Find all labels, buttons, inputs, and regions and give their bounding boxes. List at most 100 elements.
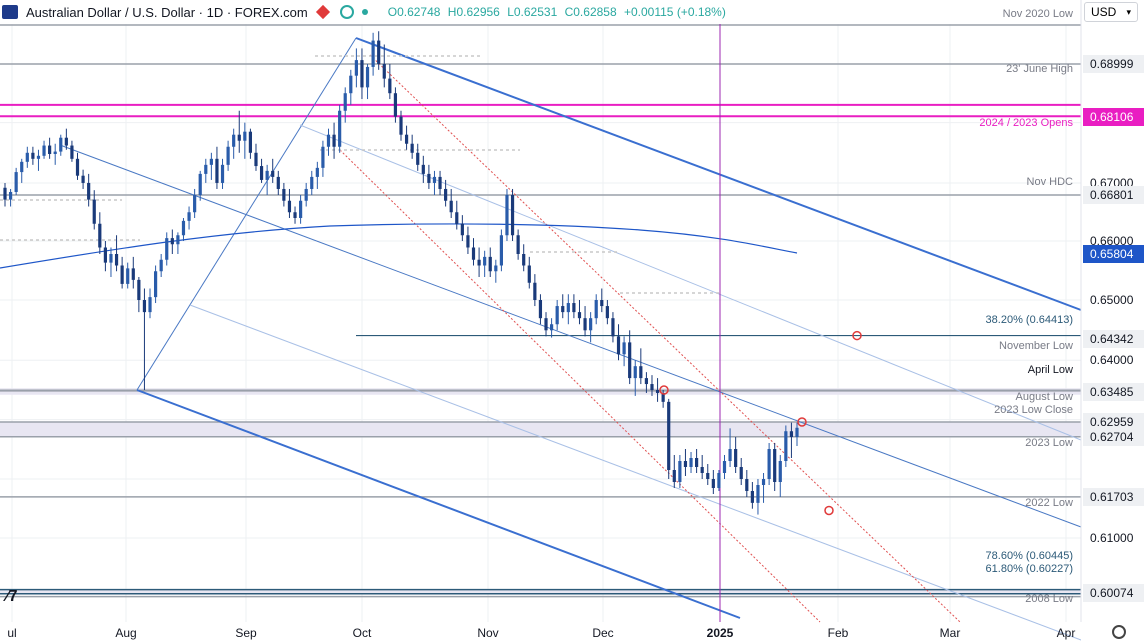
level-label: November Low: [999, 340, 1073, 352]
candle-body: [538, 300, 543, 319]
candle-body: [628, 342, 632, 379]
price-badge-label: 0.64342: [1090, 332, 1134, 346]
price-badge: [1083, 330, 1144, 348]
candle-body: [81, 175, 85, 183]
candle-body: [343, 93, 347, 111]
candle-body: [87, 182, 91, 200]
price-axis: [1081, 0, 1144, 642]
candle-body: [784, 431, 788, 461]
channel-line: [59, 144, 1082, 528]
candle-body: [198, 173, 202, 195]
candle-body: [488, 256, 492, 272]
candle-body: [287, 200, 292, 213]
price-badge: [1083, 55, 1144, 73]
candle-body: [583, 318, 587, 331]
candle-body: [410, 143, 414, 153]
candle-body: [276, 176, 280, 189]
level-label: August Low: [1016, 391, 1074, 403]
y-tick-label: 0.64000: [1090, 353, 1134, 367]
candle-body: [549, 324, 554, 331]
candle-body: [187, 212, 191, 221]
price-badge-label: 0.63485: [1090, 385, 1134, 399]
x-tick-label: Feb: [828, 626, 849, 640]
candle-body: [750, 491, 754, 503]
candle-body: [561, 306, 565, 313]
ohlc-readout: O0.62748 H0.62956 L0.62531 C0.62858 +0.0…: [388, 5, 730, 19]
candle-body: [338, 110, 342, 147]
x-tick-label: Dec: [592, 626, 613, 640]
candle-body: [650, 384, 654, 390]
level-label: 78.60% (0.60445): [986, 550, 1073, 562]
signal-marker: [852, 330, 862, 341]
candle-body: [533, 282, 537, 300]
candle-body: [259, 166, 264, 180]
candle-body: [326, 134, 331, 147]
candle-body: [237, 134, 241, 141]
candle-body: [137, 279, 141, 300]
level-label: 2023 Low Close: [994, 404, 1073, 416]
candle-body: [310, 176, 314, 189]
candle-body: [25, 152, 29, 162]
y-tick-label: 0.61000: [1090, 531, 1134, 545]
candle-body: [59, 137, 63, 152]
candle-body: [566, 303, 570, 313]
gear-icon[interactable]: [1112, 625, 1126, 639]
candle-body: [633, 366, 637, 379]
candle-body: [689, 458, 693, 467]
level-label: Nov 2020 Low: [1003, 8, 1073, 20]
x-tick-label: 2025: [707, 626, 734, 640]
price-badge-label: 0.62704: [1090, 430, 1134, 444]
candle-body: [695, 458, 699, 467]
price-badge-label: 0.60074: [1090, 586, 1134, 600]
price-badge-label: 0.68999: [1090, 57, 1134, 71]
candle-body: [3, 187, 7, 200]
candle-body: [427, 173, 431, 183]
candle-body: [31, 152, 35, 159]
candle-body: [181, 220, 186, 236]
candle-body: [616, 336, 621, 355]
candle-body: [126, 268, 130, 284]
candle-body: [594, 300, 598, 319]
price-badge-label: 0.61703: [1090, 490, 1134, 504]
dotted-trendline: [369, 54, 961, 623]
candle-body: [600, 300, 604, 307]
candle-body: [728, 449, 732, 461]
price-badge: [1083, 245, 1144, 263]
candle-body: [444, 188, 448, 201]
close-value: C0.62858: [564, 5, 617, 19]
candle-body: [767, 449, 771, 479]
candle-body: [98, 223, 102, 248]
visibility-icon[interactable]: [339, 5, 354, 19]
open-value: O0.62748: [387, 5, 441, 19]
currency-selector[interactable]: USD ▾: [1084, 2, 1138, 22]
signal-marker: [797, 417, 807, 427]
candle-body: [711, 479, 715, 488]
candle-body: [153, 271, 158, 298]
candle-body: [354, 60, 358, 76]
support-zone: [0, 422, 1081, 437]
level-label: 2024 / 2023 Opens: [979, 117, 1073, 129]
x-tick-label: Oct: [353, 626, 372, 640]
candle-body: [8, 191, 13, 200]
low-value: L0.62531: [507, 5, 558, 19]
candle-body: [388, 78, 392, 94]
candle-body: [120, 265, 124, 284]
candle-body: [639, 366, 643, 379]
level-label: 2023 Low: [1025, 437, 1073, 449]
alert-icon[interactable]: [315, 4, 330, 20]
candle-body: [36, 155, 41, 159]
candle-body: [611, 318, 615, 337]
price-badge-label: 0.66801: [1090, 188, 1134, 202]
candle-body: [315, 167, 319, 177]
level-label: 2008 Low: [1025, 593, 1073, 605]
candle-body: [299, 200, 303, 218]
symbol-title[interactable]: Australian Dollar / U.S. Dollar · 1D · F…: [26, 4, 308, 20]
candle-body: [70, 145, 74, 159]
tradingview-logo[interactable]: ⁄7: [6, 588, 18, 605]
x-tick-label: Mar: [940, 626, 961, 640]
price-badge: [1083, 108, 1144, 126]
candle-body: [522, 254, 526, 266]
candle-body: [700, 467, 704, 473]
level-label: 23' June High: [1006, 63, 1073, 75]
